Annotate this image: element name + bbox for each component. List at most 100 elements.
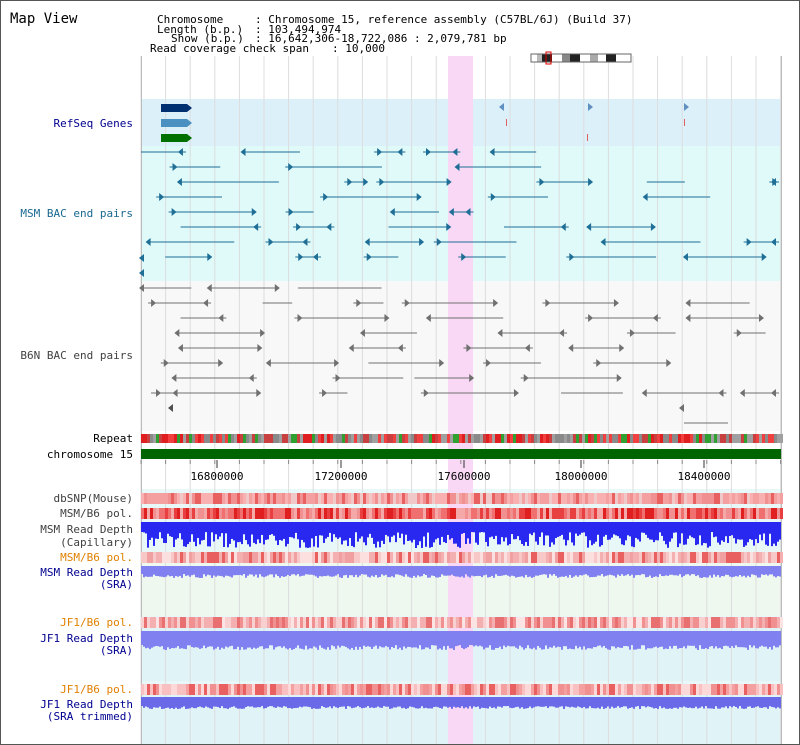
msm-capillary-depth-bar <box>575 522 577 534</box>
dbsnp-heat-cell <box>717 493 720 504</box>
msm-sra-depth-bar <box>513 566 515 577</box>
msm-capillary-depth-bar <box>519 522 521 541</box>
repeat-segment <box>363 434 366 443</box>
jf1-trim-depth-bar <box>547 697 549 709</box>
jf1-sra-depth-bar <box>605 631 607 649</box>
msm-sra-depth-bar <box>769 566 771 575</box>
msm-bac-end-marker <box>588 178 594 186</box>
track-label-jf1-depth-trim[interactable]: JF1 Read Depth <box>40 698 133 711</box>
msm-sra-depth-bar <box>667 566 669 576</box>
jf1-sra-depth-bar <box>441 631 443 650</box>
jf1-b6-pol2-heat-cell <box>696 684 699 695</box>
jf1-trim-depth-bar <box>461 697 463 707</box>
repeat-segment <box>741 434 744 443</box>
jf1-b6-pol-heat-cell <box>528 617 531 628</box>
msm-b6-pol-heat-cell <box>306 508 309 519</box>
msm-b6-pol2-heat-cell <box>528 552 531 563</box>
repeat-segment <box>261 434 264 443</box>
dbsnp-heat-cell <box>600 493 603 504</box>
jf1-sra-depth-bar <box>571 631 573 650</box>
msm-b6-pol-heat-cell <box>537 508 540 519</box>
repeat-segment <box>291 434 294 443</box>
repeat-segment <box>432 434 435 443</box>
jf1-sra-depth-bar <box>691 631 693 646</box>
msm-sra-depth-bar <box>323 566 325 577</box>
msm-sra-depth-bar <box>207 566 209 575</box>
jf1-sra-depth-bar <box>507 631 509 646</box>
track-label-refseq[interactable]: RefSeq Genes <box>53 117 133 130</box>
jf1-trim-depth-bar <box>443 697 445 707</box>
jf1-sra-depth-bar <box>573 631 575 650</box>
track-label-msm-depth-sra[interactable]: MSM Read Depth <box>40 566 133 579</box>
msm-b6-pol-heat-cell <box>507 508 510 519</box>
jf1-b6-pol-heat-cell <box>561 617 564 628</box>
jf1-sra-depth-bar <box>311 631 313 649</box>
repeat-segment <box>633 434 636 443</box>
track-label-jf1-depth-sra[interactable]: JF1 Read Depth <box>40 632 133 645</box>
jf1-trim-depth-bar <box>229 697 231 708</box>
dbsnp-heat-cell <box>372 493 375 504</box>
msm-b6-pol2-heat-cell <box>453 552 456 563</box>
b6n-bac-end-marker <box>248 374 254 382</box>
msm-capillary-depth-bar <box>565 522 567 546</box>
msm-b6-pol2-heat-cell <box>585 552 588 563</box>
jf1-sra-depth-bar <box>557 631 559 647</box>
msm-b6-pol2-heat-cell <box>372 552 375 563</box>
dbsnp-heat-cell <box>390 493 393 504</box>
msm-sra-depth-bar <box>355 566 357 575</box>
track-label-msm-b6-pol-2[interactable]: MSM/B6 pol. <box>60 551 133 564</box>
jf1-trim-depth-bar <box>213 697 215 707</box>
msm-sra-depth-bar <box>301 566 303 576</box>
msm-capillary-depth-bar <box>351 522 353 546</box>
msm-b6-pol-heat-cell <box>186 508 189 519</box>
repeat-segment <box>639 434 642 443</box>
jf1-b6-pol-heat-cell <box>294 617 297 628</box>
repeat-segment <box>750 434 753 443</box>
track-label-jf1-b6-pol-2[interactable]: JF1/B6 pol. <box>60 683 133 696</box>
jf1-b6-pol2-heat-cell <box>372 684 375 695</box>
msm-bac-end-marker <box>302 238 308 246</box>
jf1-b6-pol-heat-cell <box>408 617 411 628</box>
jf1-b6-pol-heat-cell <box>747 617 750 628</box>
jf1-sra-depth-bar <box>639 631 641 649</box>
track-label-b6n-bac[interactable]: B6N BAC end pairs <box>20 349 133 362</box>
jf1-trim-depth-bar <box>321 697 323 707</box>
msm-b6-pol2-heat-cell <box>774 552 777 563</box>
jf1-sra-depth-bar <box>565 631 567 647</box>
jf1-trim-depth-bar <box>609 697 611 709</box>
track-label-msm-depth-cap[interactable]: MSM Read Depth <box>40 523 133 536</box>
track-label-dbsnp[interactable]: dbSNP(Mouse) <box>53 492 133 505</box>
msm-capillary-depth-bar <box>281 522 283 541</box>
jf1-sra-depth-bar <box>533 631 535 648</box>
track-label-msm-bac[interactable]: MSM BAC end pairs <box>20 207 133 220</box>
jf1-b6-pol-heat-cell <box>390 617 393 628</box>
dbsnp-heat-cell <box>546 493 549 504</box>
jf1-sra-depth-bar <box>235 631 237 650</box>
msm-sra-depth-bar <box>483 566 485 576</box>
dbsnp-heat-cell <box>768 493 771 504</box>
dbsnp-heat-cell <box>414 493 417 504</box>
jf1-b6-pol-heat-cell <box>435 617 438 628</box>
b6n-bac-end-marker <box>274 284 280 292</box>
dbsnp-heat-cell <box>612 493 615 504</box>
jf1-b6-pol2-heat-cell <box>495 684 498 695</box>
track-label-jf1-b6-pol-1[interactable]: JF1/B6 pol. <box>60 616 133 629</box>
jf1-b6-pol-heat-cell <box>651 617 654 628</box>
msm-b6-pol2-heat-cell <box>669 552 672 563</box>
b6n-bac-end-marker <box>545 299 551 307</box>
jf1-trim-depth-bar <box>589 697 591 707</box>
msm-capillary-depth-bar <box>631 522 633 547</box>
jf1-sra-depth-bar <box>451 631 453 649</box>
msm-b6-pol-heat-cell <box>141 508 144 519</box>
msm-b6-pol-heat-cell <box>411 508 414 519</box>
jf1-b6-pol-heat-cell <box>501 617 504 628</box>
msm-capillary-depth-bar <box>561 522 563 535</box>
jf1-sra-depth-bar <box>345 631 347 647</box>
repeat-segment <box>483 434 486 443</box>
msm-sra-depth-bar <box>157 566 159 577</box>
msm-capillary-depth-bar <box>161 522 163 539</box>
jf1-b6-pol2-heat-cell <box>390 684 393 695</box>
jf1-sra-depth-bar <box>739 631 741 648</box>
track-label-msm-b6-pol-1[interactable]: MSM/B6 pol. <box>60 507 133 520</box>
repeat-segment <box>672 434 675 443</box>
